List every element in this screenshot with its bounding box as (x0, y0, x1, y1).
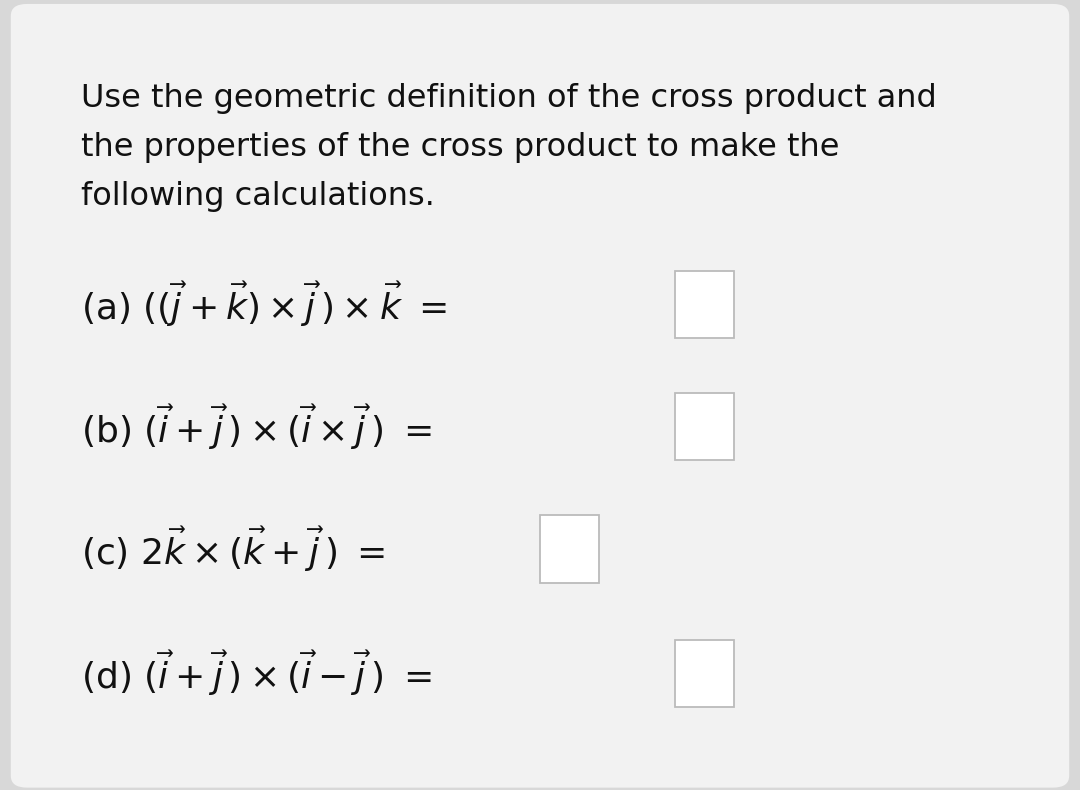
Text: (c) $2\vec{k} \times (\vec{k} + \vec{j}\,)\ =$: (c) $2\vec{k} \times (\vec{k} + \vec{j}\… (81, 524, 386, 574)
FancyBboxPatch shape (675, 270, 734, 338)
Text: (b) $(\vec{i} + \vec{j}\,) \times (\vec{i} \times \vec{j}\,)\ =$: (b) $(\vec{i} + \vec{j}\,) \times (\vec{… (81, 401, 432, 452)
Text: (d) $(\vec{i} + \vec{j}\,) \times (\vec{i} - \vec{j}\,)\ =$: (d) $(\vec{i} + \vec{j}\,) \times (\vec{… (81, 648, 432, 698)
FancyBboxPatch shape (540, 515, 599, 583)
Text: Use the geometric definition of the cross product and: Use the geometric definition of the cros… (81, 83, 936, 114)
Text: the properties of the cross product to make the: the properties of the cross product to m… (81, 132, 839, 163)
Text: following calculations.: following calculations. (81, 181, 435, 212)
FancyBboxPatch shape (675, 640, 734, 707)
Text: (a) $((\vec{j} + \vec{k}) \times \vec{j}\,) \times \vec{k}\ =$: (a) $((\vec{j} + \vec{k}) \times \vec{j}… (81, 279, 447, 329)
FancyBboxPatch shape (675, 393, 734, 460)
